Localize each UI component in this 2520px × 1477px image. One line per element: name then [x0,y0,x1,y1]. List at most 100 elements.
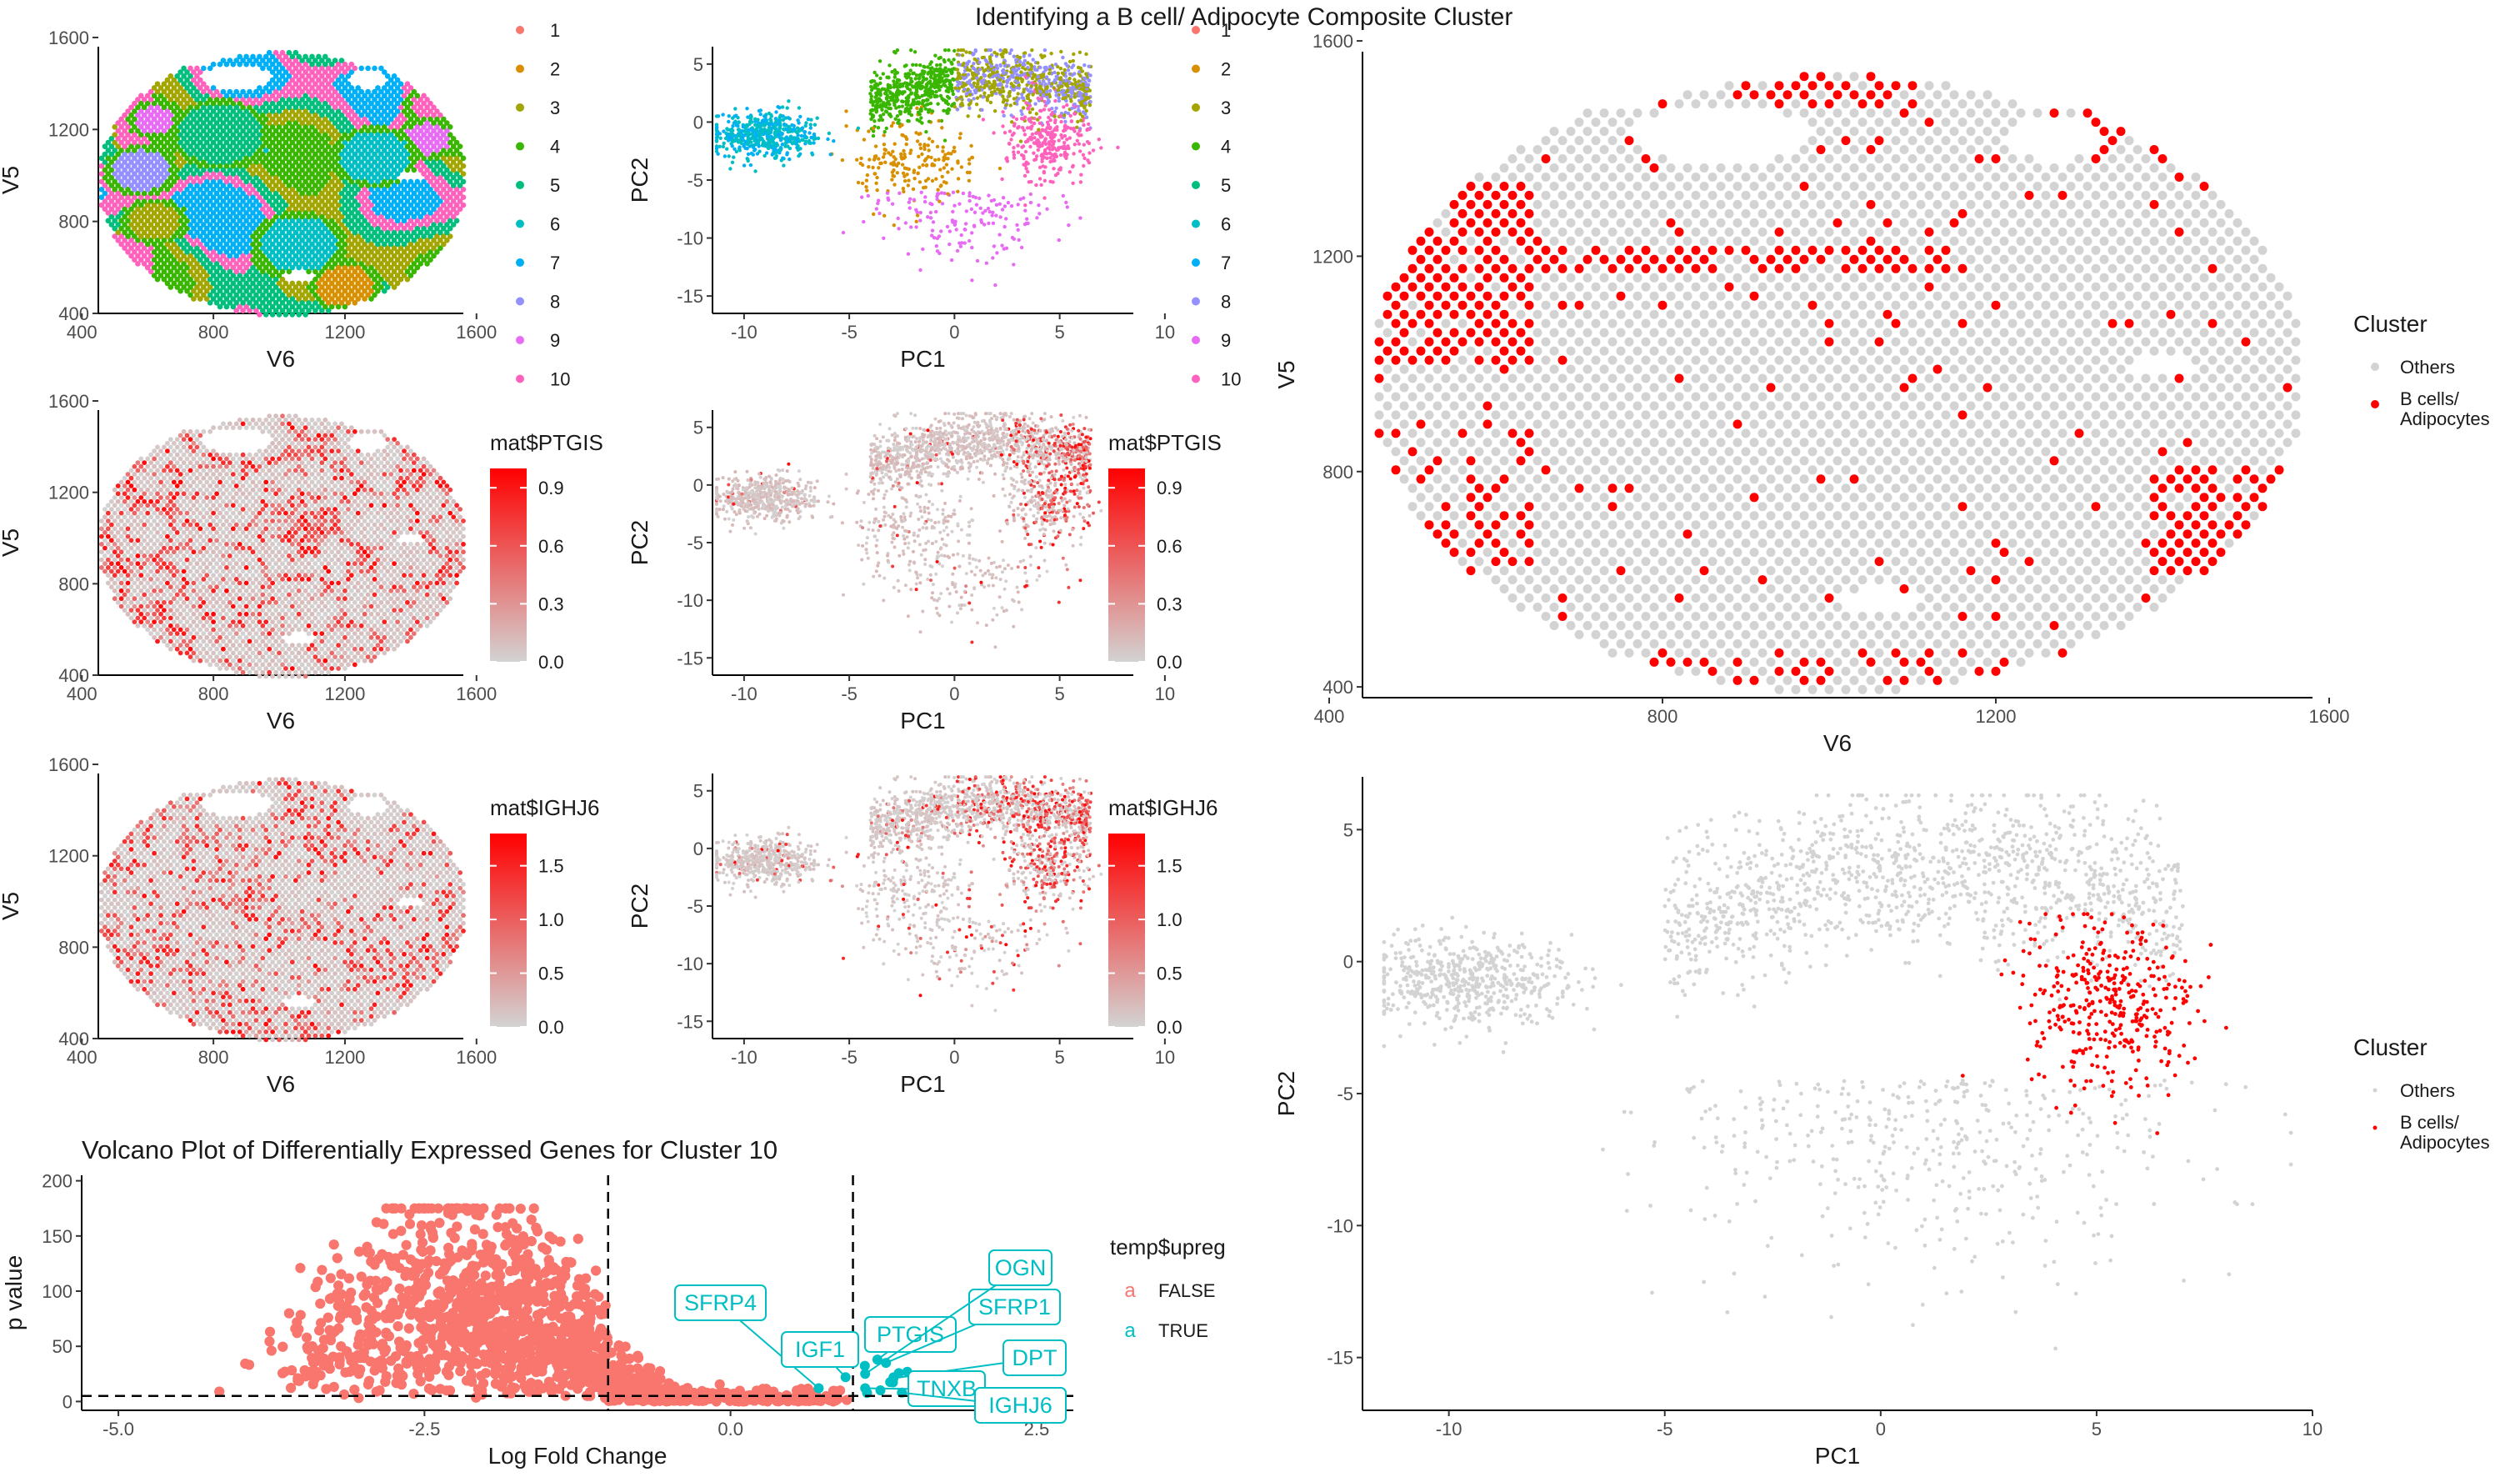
pca-point [1072,52,1076,57]
pca-point [1006,78,1010,83]
spot [296,312,302,318]
spot [194,276,200,283]
spot [257,249,262,255]
pca-point [1058,67,1063,71]
spot [243,264,249,271]
spot [352,253,358,259]
pca-point [946,192,950,196]
spot [171,264,178,271]
spot [302,303,308,310]
pca-point [900,104,905,108]
pca-point [876,126,881,130]
pca-point [899,123,903,128]
pca-point [959,95,963,99]
pca-point [1021,144,1026,148]
spot [247,276,252,283]
spot [348,288,355,294]
spot [404,268,411,275]
pca-point [972,224,977,228]
pca-point [1078,149,1082,153]
figure-title: Identifying a B cell/ Adipocyte Composit… [975,3,1512,32]
spot [348,264,355,271]
spot [358,261,365,267]
pca-point [900,133,904,138]
spot [279,261,286,267]
pca-point [918,218,922,223]
pca-point [918,165,922,169]
pca-point [1087,64,1091,68]
spot [158,249,164,255]
spot [401,257,408,263]
spot [207,245,213,252]
spot [132,241,138,248]
spot [269,273,276,278]
pca-point [934,177,938,181]
spot [309,53,315,60]
spot [348,257,355,263]
spot [286,261,292,267]
pca-point [1042,54,1047,58]
spot [272,245,279,252]
spot [319,292,325,298]
pca-point [1000,208,1005,212]
spot [227,276,233,283]
spot [174,284,180,290]
spot [345,276,352,283]
spot [424,253,430,259]
spot [375,280,381,287]
pca-point [1066,144,1070,148]
spot [335,288,342,294]
pca-point [1012,146,1016,150]
pca-point [722,154,728,158]
pca-point [975,96,980,100]
spot [207,253,213,259]
spot [213,284,220,290]
pca-point [871,165,875,170]
pca-point [1084,83,1089,88]
pca-point [890,92,895,96]
pca-point [932,236,937,240]
spot [355,280,362,287]
spot [262,280,269,287]
pca-point [974,103,979,107]
spot [335,257,342,263]
pca-point [767,111,772,116]
spot [178,241,183,248]
spot [342,264,348,271]
y-tick-label: 800 [58,212,89,233]
pca-point [1004,246,1009,250]
pca-point [1049,51,1053,56]
spot [164,241,171,248]
spot [243,288,249,294]
pca-point [897,118,901,123]
pca-point [891,173,895,178]
spot [279,284,286,290]
points [98,49,467,318]
pca-point [1036,61,1040,65]
spot [257,273,262,278]
pca-point [974,203,979,207]
pca-point [1010,120,1014,124]
pca-point [902,148,906,153]
pca-point [938,63,942,68]
spot [168,284,174,290]
spot [312,245,318,252]
pca-point [951,92,956,97]
pca-point [803,139,808,143]
pca-point [1078,216,1082,220]
spot [404,253,411,259]
spot [338,261,345,267]
x-tick-label: -5 [841,322,858,343]
spot [198,288,203,294]
pca-point [778,126,782,130]
spot [266,245,272,252]
pca-point [995,52,999,57]
pca-point [911,63,915,68]
pca-point [796,148,800,153]
spot [292,300,299,306]
spot [230,264,237,271]
spot [240,276,246,283]
pca-point [940,126,944,130]
pca-point [1065,138,1069,142]
